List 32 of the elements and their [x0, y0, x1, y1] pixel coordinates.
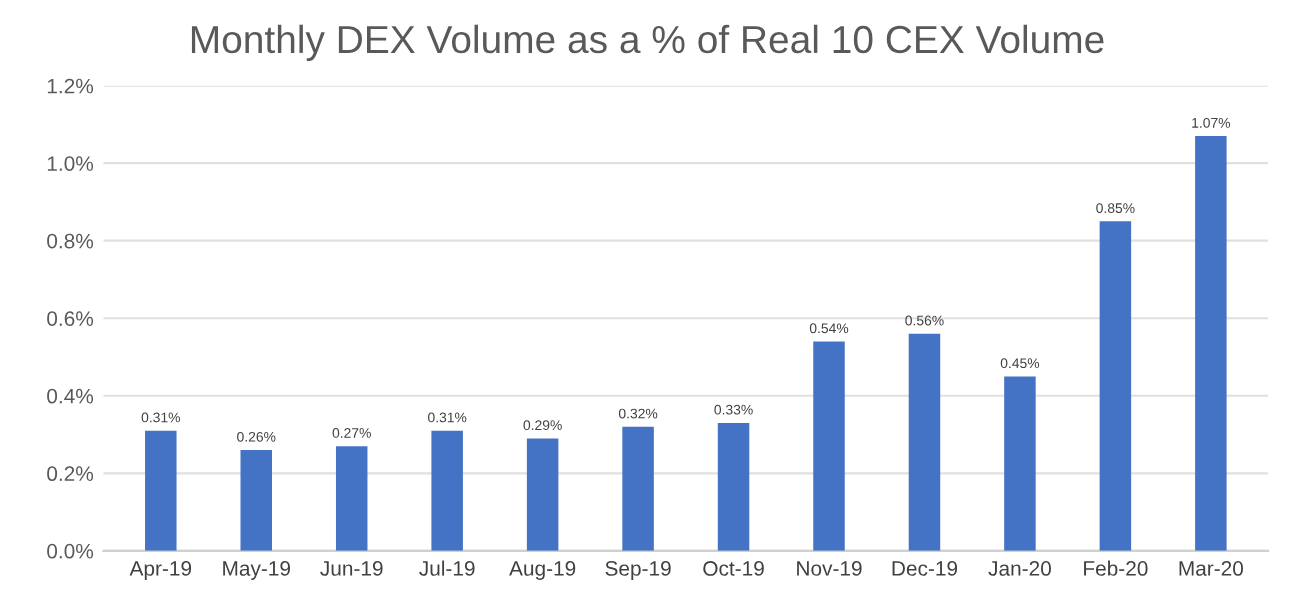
- bar: [1195, 136, 1227, 551]
- bar: [1004, 376, 1036, 551]
- y-tick-label: 0.6%: [47, 311, 94, 326]
- x-tick-label: Sep-19: [605, 561, 671, 580]
- bar: [526, 438, 559, 551]
- y-tick-label: 0.0%: [47, 543, 94, 559]
- bar: [717, 422, 750, 551]
- bar: [145, 430, 177, 551]
- bar: [813, 341, 845, 551]
- x-tick-label: Aug-19: [509, 561, 576, 580]
- x-tick-label: Mar-20: [1179, 561, 1244, 576]
- bar: [335, 446, 368, 551]
- x-tick-label: Jul-19: [419, 560, 475, 576]
- bar: [622, 426, 654, 551]
- x-tick-label: Feb-20: [1084, 560, 1148, 576]
- y-tick-label: 1.0%: [47, 156, 94, 171]
- y-tick-label: 1.2%: [47, 78, 94, 94]
- x-tick-label: Oct-19: [703, 561, 764, 576]
- x-tick-label: Jun-19: [320, 561, 383, 576]
- x-tick-label: May-19: [223, 561, 290, 580]
- x-tick-label: Nov-19: [797, 561, 862, 576]
- y-tick-label: 0.4%: [47, 388, 94, 404]
- chart-title: Monthly DEX Volume as a % of Real 10 CEX Volume: [191, 24, 1104, 61]
- bar: [1099, 221, 1132, 551]
- x-tick-label: Apr-19: [129, 561, 192, 580]
- y-tick-label: 0.8%: [47, 233, 94, 249]
- bar: [908, 333, 941, 551]
- y-tick-label: 0.2%: [47, 466, 94, 482]
- bar: [240, 450, 273, 551]
- x-tick-label: Jan-20: [988, 561, 1051, 576]
- x-tick-label: Dec-19: [892, 561, 958, 576]
- bar: [431, 430, 463, 551]
